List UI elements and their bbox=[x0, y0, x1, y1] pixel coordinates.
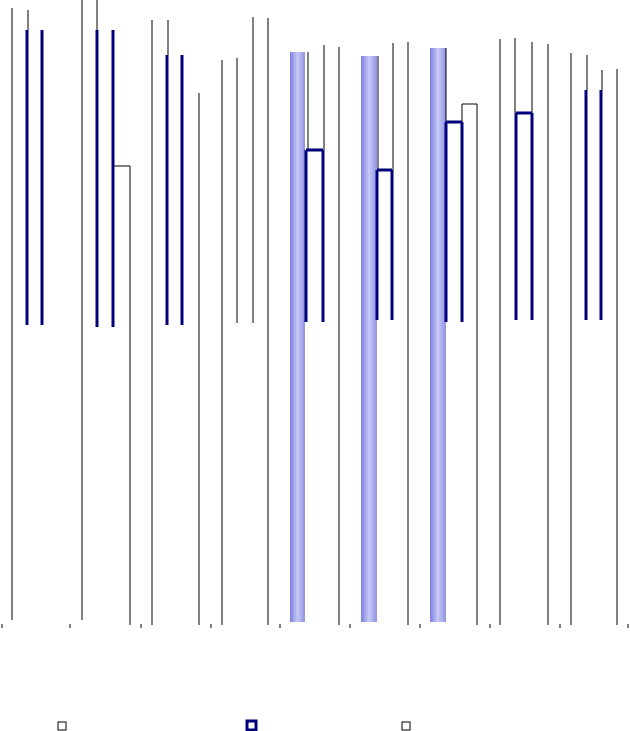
shaded-bar bbox=[430, 48, 446, 622]
legend-swatch bbox=[57, 721, 67, 731]
legend-swatch bbox=[401, 721, 411, 731]
legend-swatch bbox=[245, 719, 258, 731]
line-group bbox=[1, 0, 629, 628]
shaded-bar bbox=[290, 52, 305, 622]
shaded-bar bbox=[361, 56, 377, 622]
